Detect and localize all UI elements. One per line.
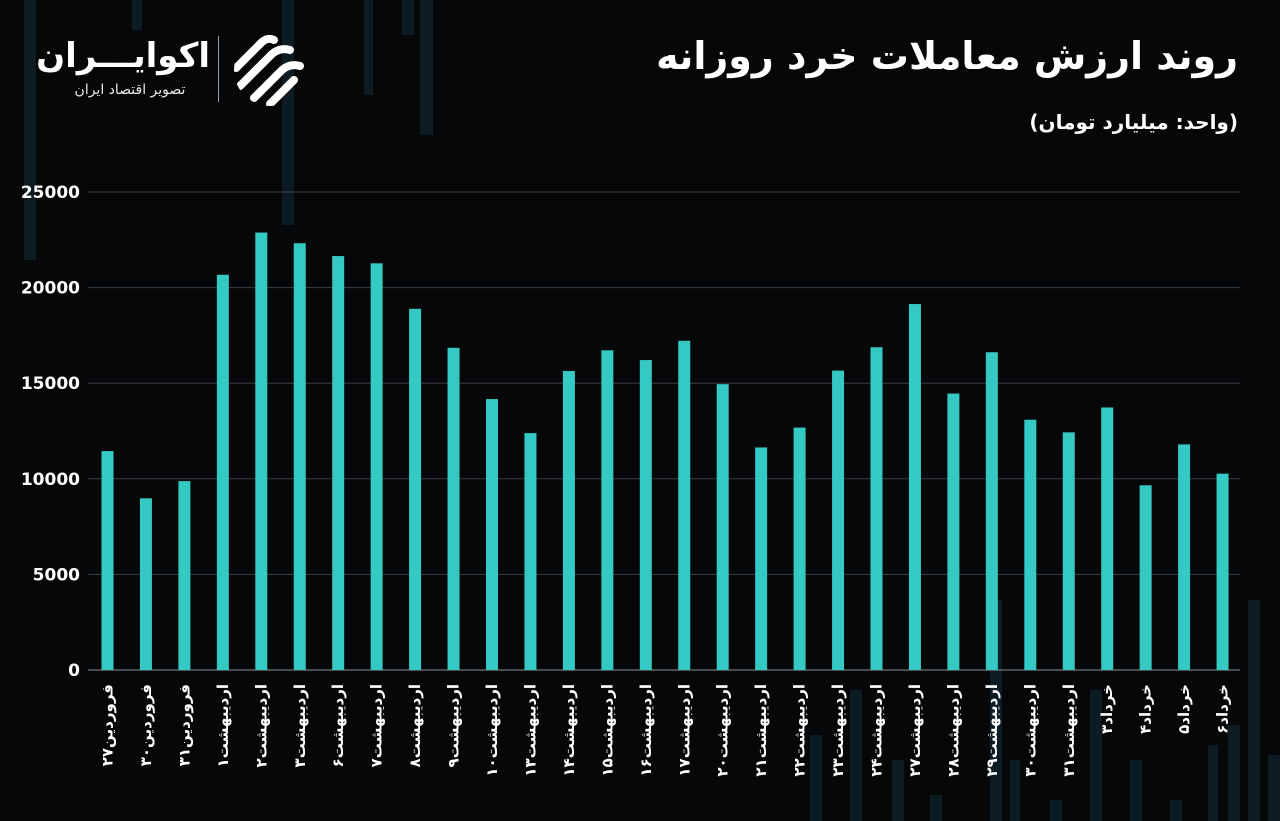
bar bbox=[678, 340, 691, 670]
y-tick-label: 0 bbox=[68, 661, 80, 681]
logo-tagline: تصویر اقتصاد ایران bbox=[74, 82, 186, 98]
logo-divider bbox=[218, 36, 219, 102]
logo-name: اکوایـــران bbox=[36, 36, 210, 76]
x-tick-label: اردیبهشت۲۷ bbox=[906, 684, 924, 777]
x-tick-label: اردیبهشت۷ bbox=[368, 684, 386, 767]
bar bbox=[985, 352, 998, 670]
x-tick-label: اردیبهشت۳ bbox=[291, 684, 309, 767]
x-tick-label: اردیبهشت۲ bbox=[252, 684, 270, 767]
x-tick-label: اردیبهشت۳۰ bbox=[1021, 684, 1039, 777]
x-tick-label: اردیبهشت۲۳ bbox=[829, 684, 847, 777]
bar bbox=[332, 256, 345, 670]
x-tick-label: اردیبهشت۲۸ bbox=[944, 684, 962, 777]
x-tick-label: خرداد۳ bbox=[1098, 684, 1116, 734]
y-tick-label: 20000 bbox=[21, 279, 80, 299]
bar bbox=[562, 370, 575, 670]
chart-title: روند ارزش معاملات خرد روزانه bbox=[656, 34, 1238, 78]
bar bbox=[1139, 485, 1152, 670]
x-tick-label: اردیبهشت۱۵ bbox=[598, 684, 616, 777]
bar bbox=[870, 347, 883, 670]
bar bbox=[524, 433, 537, 670]
y-tick-label: 25000 bbox=[21, 183, 80, 203]
bar bbox=[755, 447, 768, 670]
bar bbox=[639, 360, 652, 670]
y-tick-label: 10000 bbox=[21, 470, 80, 490]
bar bbox=[255, 232, 268, 670]
bar bbox=[370, 263, 383, 670]
chart-unit-label: (واحد: میلیارد تومان) bbox=[1029, 110, 1238, 134]
x-tick-label: اردیبهشت۸ bbox=[406, 684, 424, 767]
brand-logo: اکوایـــران تصویر اقتصاد ایران bbox=[36, 30, 320, 110]
bar bbox=[716, 384, 729, 670]
x-tick-label: اردیبهشت۱۰ bbox=[483, 684, 501, 777]
x-tick-label: اردیبهشت۲۱ bbox=[752, 684, 770, 777]
bar bbox=[908, 304, 921, 670]
y-tick-label: 15000 bbox=[21, 374, 80, 394]
x-tick-label: فروردین۳۰ bbox=[137, 684, 155, 766]
bar bbox=[409, 308, 422, 670]
x-tick-label: اردیبهشت۱۶ bbox=[637, 684, 655, 777]
x-tick-label: اردیبهشت۲۰ bbox=[714, 684, 732, 777]
x-tick-label: خرداد۴ bbox=[1137, 684, 1155, 734]
bar bbox=[293, 243, 306, 671]
bar bbox=[1062, 432, 1075, 670]
x-tick-label: خرداد۶ bbox=[1214, 684, 1232, 734]
bar bbox=[1024, 419, 1037, 670]
bar bbox=[447, 347, 460, 670]
bar bbox=[486, 399, 498, 670]
y-tick-label: 5000 bbox=[33, 565, 80, 585]
x-tick-label: اردیبهشت۶ bbox=[329, 684, 347, 767]
bar bbox=[832, 370, 845, 670]
bar bbox=[216, 274, 229, 670]
bar bbox=[139, 498, 152, 670]
bar bbox=[1178, 444, 1191, 670]
logo-mark-icon bbox=[234, 34, 304, 106]
x-tick-label: اردیبهشت۳۱ bbox=[1060, 684, 1078, 777]
bar bbox=[947, 393, 960, 670]
x-tick-label: اردیبهشت۱۷ bbox=[675, 684, 693, 777]
x-tick-label: اردیبهشت۱۳ bbox=[521, 684, 539, 777]
x-tick-label: فروردین۲۷ bbox=[99, 684, 117, 766]
bar bbox=[178, 481, 191, 670]
x-tick-label: اردیبهشت۱ bbox=[214, 684, 232, 767]
x-tick-label: خرداد۵ bbox=[1175, 684, 1193, 734]
bar bbox=[601, 350, 614, 670]
x-tick-label: اردیبهشت۹ bbox=[445, 684, 463, 767]
bar bbox=[793, 427, 806, 670]
x-tick-label: اردیبهشت۲۴ bbox=[868, 684, 886, 777]
x-tick-label: اردیبهشت۲۹ bbox=[983, 684, 1001, 777]
x-tick-label: فروردین۳۱ bbox=[175, 684, 193, 766]
x-tick-label: اردیبهشت۱۴ bbox=[560, 684, 578, 777]
bar bbox=[1216, 473, 1229, 670]
x-tick-label: اردیبهشت۲۲ bbox=[791, 684, 809, 777]
bar bbox=[101, 451, 114, 670]
bar bbox=[1101, 407, 1114, 670]
